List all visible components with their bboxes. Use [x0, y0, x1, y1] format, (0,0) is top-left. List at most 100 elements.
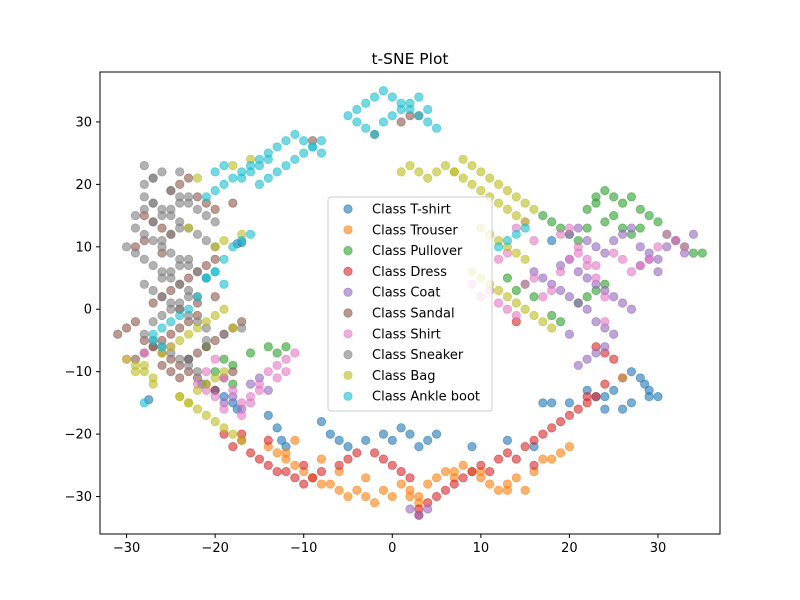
data-point	[263, 410, 273, 420]
data-point	[352, 448, 362, 458]
data-point	[290, 473, 300, 483]
data-point	[405, 161, 415, 171]
data-point	[617, 254, 628, 264]
data-point	[387, 92, 397, 102]
data-point	[564, 441, 575, 452]
y-tick-label: −30	[65, 490, 92, 505]
data-point	[458, 460, 468, 470]
data-point	[502, 435, 513, 445]
data-point	[201, 410, 211, 420]
data-point	[520, 279, 530, 289]
data-point	[644, 210, 654, 221]
data-point	[511, 298, 521, 308]
data-point	[183, 398, 194, 408]
legend-marker	[343, 287, 353, 297]
data-point	[582, 204, 592, 214]
data-point	[210, 335, 220, 346]
data-point	[591, 392, 601, 402]
data-point	[237, 323, 247, 333]
data-point	[502, 304, 513, 314]
data-point	[635, 373, 645, 383]
data-point	[175, 323, 185, 333]
data-point	[511, 285, 521, 296]
x-tick-label: −10	[290, 541, 317, 556]
data-point	[281, 342, 291, 352]
data-point	[414, 167, 424, 177]
data-point	[290, 460, 300, 470]
data-point	[299, 148, 309, 158]
data-point	[299, 479, 309, 489]
data-point	[228, 161, 238, 171]
data-point	[130, 210, 141, 221]
data-point	[547, 217, 557, 227]
y-tick-label: 0	[84, 303, 92, 318]
data-point	[263, 154, 273, 165]
data-point	[334, 435, 344, 445]
data-point	[245, 167, 256, 177]
data-point	[290, 348, 300, 358]
data-point	[662, 229, 672, 239]
data-point	[192, 267, 203, 277]
data-point	[502, 292, 513, 302]
axes-layer: −30 −20 −10 0 10 20 30 −30 −20 −10 0 10 20 30	[65, 115, 667, 556]
data-point	[290, 154, 300, 165]
data-point	[219, 423, 229, 433]
data-point	[281, 448, 291, 458]
data-point	[139, 204, 149, 214]
data-point	[210, 267, 220, 277]
data-point	[157, 292, 167, 302]
data-point	[653, 392, 663, 402]
data-point	[635, 204, 645, 214]
data-point	[228, 173, 238, 183]
data-point	[281, 136, 291, 146]
data-point	[166, 329, 176, 339]
data-point	[272, 466, 282, 477]
data-point	[387, 435, 397, 445]
data-point	[555, 267, 566, 277]
data-point	[316, 136, 327, 146]
data-point	[493, 485, 504, 495]
data-point	[679, 242, 690, 252]
data-point	[396, 104, 406, 115]
data-point	[183, 292, 194, 302]
data-point	[600, 342, 610, 352]
data-point	[396, 466, 406, 477]
data-point	[564, 223, 575, 233]
data-point	[175, 260, 185, 271]
data-point	[653, 267, 663, 277]
data-point	[609, 235, 619, 246]
y-tick-label: −20	[65, 428, 92, 443]
data-point	[254, 454, 265, 464]
data-point	[228, 385, 238, 396]
data-point	[166, 285, 176, 296]
data-point	[405, 98, 415, 108]
legend-marker	[343, 329, 353, 339]
data-point	[538, 210, 548, 221]
data-point	[166, 317, 176, 327]
data-point	[263, 460, 273, 470]
data-point	[591, 317, 601, 327]
data-point	[476, 460, 486, 470]
data-point	[600, 317, 610, 327]
data-point	[290, 129, 300, 140]
data-point	[423, 504, 433, 514]
data-point	[467, 441, 477, 452]
data-point	[653, 242, 663, 252]
data-point	[228, 441, 238, 452]
data-point	[378, 86, 389, 96]
data-point	[369, 448, 380, 458]
data-point	[166, 342, 176, 352]
data-point	[343, 441, 353, 452]
legend-label: Class Pullover	[372, 244, 463, 259]
data-point	[272, 142, 282, 152]
data-point	[210, 354, 220, 364]
legend-label: Class T-shirt	[372, 203, 451, 218]
data-point	[139, 254, 149, 264]
data-point	[538, 317, 548, 327]
data-point	[175, 373, 185, 383]
data-point	[157, 210, 167, 221]
legend-marker	[343, 225, 353, 235]
data-point	[175, 298, 185, 308]
data-point	[148, 173, 158, 183]
